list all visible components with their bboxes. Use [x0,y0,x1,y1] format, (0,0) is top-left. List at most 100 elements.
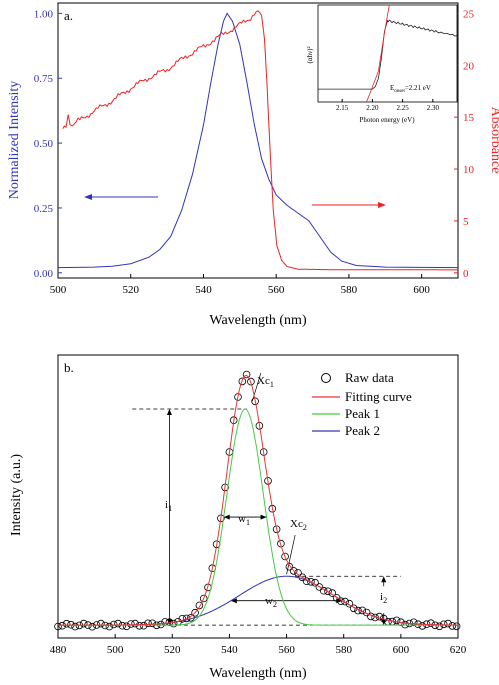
raw-data-point [324,587,332,596]
xc1-pointer [251,372,262,402]
panel-a-ylabel-right: Absorbance [488,107,499,174]
panel-b-ticks: 480 500 520 540 560 580 600 620 [50,634,467,656]
panel-a-xtick-label: 560 [268,284,285,296]
panel-a-ticks: 500 520 540 560 580 6000.000.250.500.751.0005… [34,8,475,296]
panel-b-series [54,370,461,631]
raw-data-point [182,614,191,623]
panel-b-xtick-label: 500 [107,644,124,656]
raw-data-point [105,622,114,631]
panel-a-series [57,10,459,271]
raw-data-point [88,622,97,631]
raw-data-point [139,621,148,630]
emission-series-line [57,12,459,269]
raw-data-point [58,621,67,630]
panel-b-xtick-label: 480 [50,644,67,656]
raw-data-point [114,619,122,628]
w2-arrowhead-icon [230,598,237,604]
raw-data-point [294,569,302,577]
raw-data-point [148,619,157,628]
raw-data-point [315,583,324,591]
inset-annotation: Eonset=2.21 eV [390,84,431,94]
panel-b-ylabel: Intensity (a.u.) [9,454,24,536]
panel-a-xtick-label: 520 [122,284,139,296]
i1-arrowhead-icon [166,409,172,416]
inset-xtick-label: 2.15 [336,104,349,112]
raw-data-point [109,620,118,629]
raw-data-point [247,377,255,386]
legend-fit-label: Fitting curve [345,389,412,404]
inset-fit-line [365,4,390,103]
panel-a-inset: 2.15 2.20 2.25 2.30 Photon energy (eV) (αhν… [306,4,458,124]
inset-ylabel: (αhν)² [306,46,314,63]
panel-b-xtick-label: 620 [450,644,467,656]
raw-data-point [272,525,281,534]
panel-a-xtick-label: 600 [413,284,430,296]
i2-label: i2 [380,591,387,605]
panel-a-xlabel: Wavelength (nm) [209,313,307,328]
raw-data-point [127,620,135,628]
raw-data-point [118,621,127,630]
panel-b-legend: Raw data Fitting curve Peak 1 Peak 2 [312,370,412,438]
panel-a-ytick-left-label: 0.75 [34,73,54,85]
inset-xlabel: Photon energy (eV) [359,116,415,124]
raw-data-point [409,618,418,627]
raw-data-point [427,619,435,627]
panel-b-guides [58,372,458,626]
raw-data-point [439,620,448,629]
raw-data-point [135,621,144,630]
w1-arrowhead-icon [223,514,230,520]
panel-b-xlabel: Wavelength (nm) [209,666,307,681]
panel-b-label: b. [64,360,74,375]
raw-data-point [281,552,289,561]
raw-data-point [452,622,461,631]
panel-a-ytick-right-label: 5 [463,216,469,228]
panel-a-plot-frame [57,2,459,279]
raw-data-point [238,377,247,386]
panel-a-ytick-right-label: 10 [463,164,475,176]
panel-a-ytick-right-label: 20 [463,60,475,72]
raw-data-point [144,619,152,628]
raw-data-point [392,616,401,625]
raw-data-point [54,622,62,631]
xc1-label: Xc1 [257,375,274,389]
panel-a-ytick-left-label: 0.25 [34,203,54,215]
w1-arrowhead-icon [260,514,267,520]
panel-b-xtick-label: 560 [278,644,295,656]
panel-a-ylabel-left: Normalized Intensity [7,81,22,200]
panel-b: b. 480 500 520 540 560 580 600 620 Wavelength (… [9,354,467,681]
raw-data-point [234,393,242,401]
w2-label: w2 [265,595,277,609]
raw-data-point [79,619,88,628]
raw-data-point [435,622,444,631]
panel-a-ytick-left-label: 0.00 [34,268,54,280]
raw-data-point [285,562,294,571]
panel-a-ytick-left-label: 1.00 [34,8,54,20]
raw-data-point [345,599,354,608]
raw-data-point [341,597,349,606]
raw-data-point [97,619,105,628]
panel-a-ytick-right-label: 15 [463,112,475,124]
inset-series [318,4,458,103]
legend-raw-marker [321,373,331,383]
i1-label: i1 [165,499,172,513]
blue-arrow-icon [84,194,158,200]
panel-a-label: a. [64,8,73,23]
panel-a-xtick-label: 500 [50,284,67,296]
inset-xtick-label: 2.20 [366,104,379,112]
raw-data-point [307,577,315,586]
red-arrow-icon [312,202,386,208]
raw-data-point [191,608,199,617]
panel-b-xtick-label: 520 [164,644,181,656]
w1-label: w1 [238,513,250,527]
legend-raw-label: Raw data [345,370,394,385]
raw-data-point [242,370,251,379]
legend-peak2-label: Peak 2 [345,423,380,438]
fitting-curve [58,374,458,626]
raw-data-point [337,597,345,605]
raw-data-point [195,601,204,610]
panel-b-plot-frame [57,354,459,639]
panel-b-xtick-label: 580 [335,644,352,656]
raw-data-point [349,604,358,613]
panel-a-xtick-label: 580 [341,284,358,296]
raw-data-point [289,567,298,575]
